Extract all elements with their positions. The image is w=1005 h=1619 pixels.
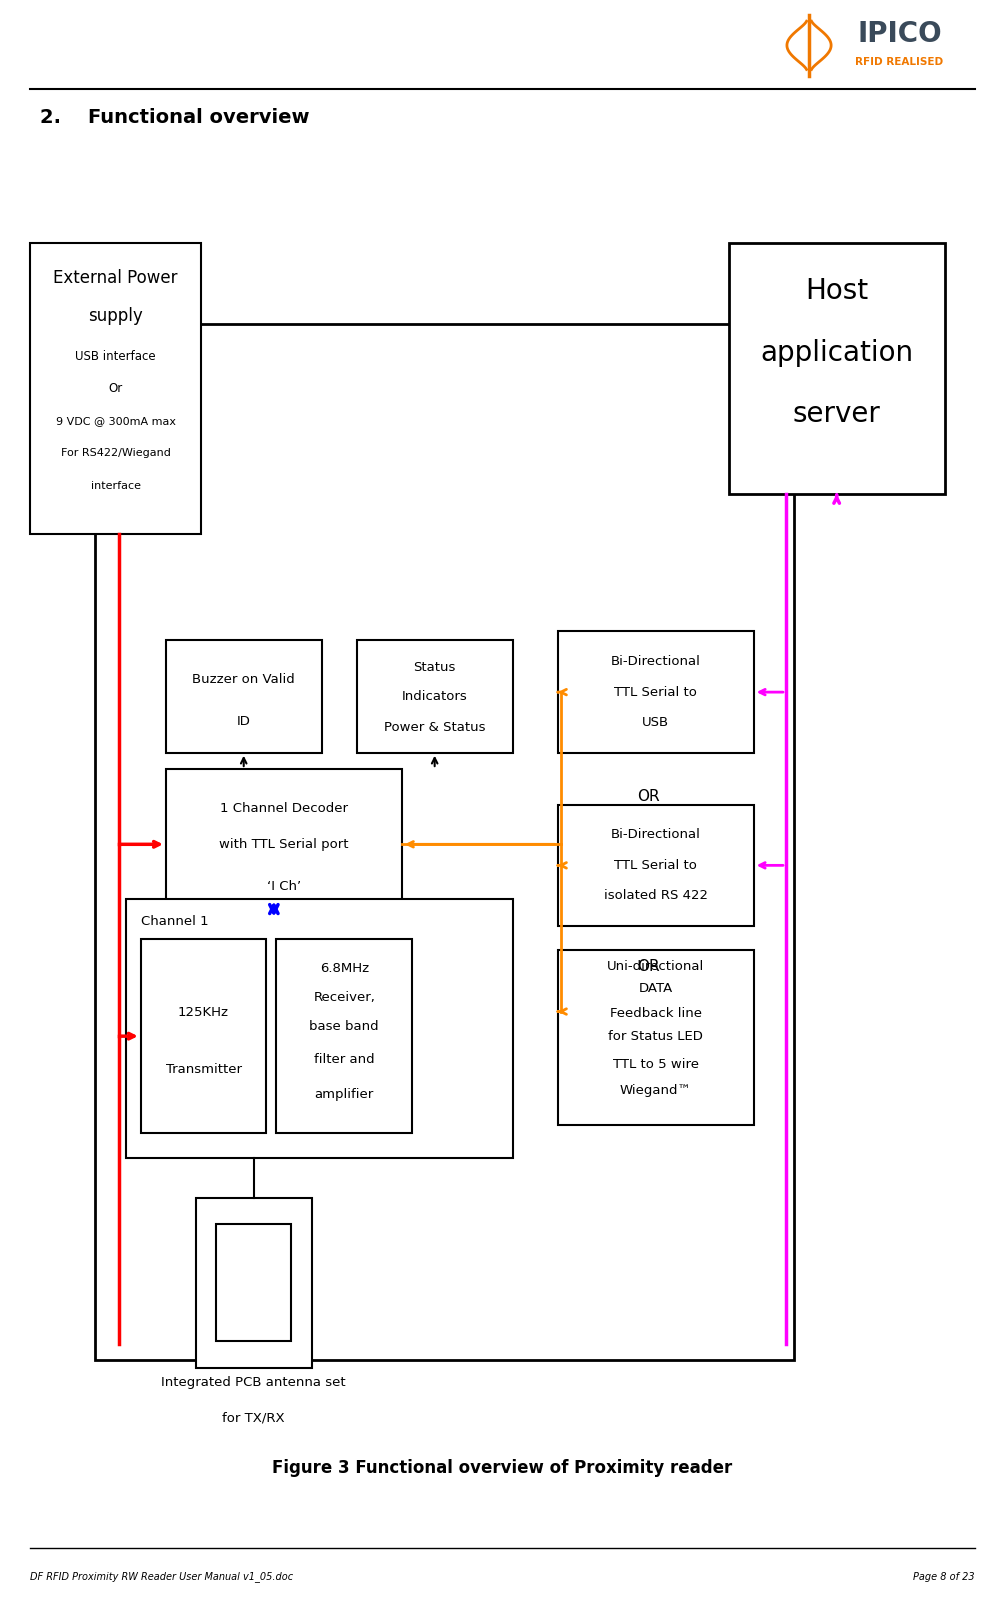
Text: amplifier: amplifier <box>315 1088 374 1101</box>
FancyBboxPatch shape <box>558 950 754 1125</box>
Text: 9 VDC @ 300mA max: 9 VDC @ 300mA max <box>55 416 176 426</box>
Text: filter and: filter and <box>314 1052 375 1065</box>
Text: DATA: DATA <box>638 983 673 996</box>
FancyBboxPatch shape <box>166 769 402 920</box>
Text: Buzzer on Valid: Buzzer on Valid <box>192 672 295 686</box>
Text: Bi-Directional: Bi-Directional <box>611 656 700 669</box>
Text: DF RFID Proximity RW Reader User Manual v1_05.doc: DF RFID Proximity RW Reader User Manual … <box>30 1572 293 1582</box>
Text: server: server <box>793 400 880 429</box>
Text: 2.    Functional overview: 2. Functional overview <box>40 108 310 128</box>
Text: Page 8 of 23: Page 8 of 23 <box>914 1572 975 1582</box>
Text: OR: OR <box>637 788 659 805</box>
Text: Host: Host <box>805 277 868 306</box>
FancyBboxPatch shape <box>357 640 513 753</box>
Text: Transmitter: Transmitter <box>166 1062 241 1075</box>
Text: isolated RS 422: isolated RS 422 <box>604 889 708 902</box>
Text: application: application <box>760 338 914 368</box>
Text: 125KHz: 125KHz <box>178 1007 229 1020</box>
FancyBboxPatch shape <box>141 939 266 1133</box>
Text: Figure 3 Functional overview of Proximity reader: Figure 3 Functional overview of Proximit… <box>272 1459 733 1478</box>
Text: RFID REALISED: RFID REALISED <box>855 57 944 66</box>
FancyBboxPatch shape <box>216 1224 291 1341</box>
FancyBboxPatch shape <box>166 640 322 753</box>
Text: for TX/RX: for TX/RX <box>222 1412 285 1425</box>
Text: 1 Channel Decoder: 1 Channel Decoder <box>220 801 348 814</box>
Text: External Power: External Power <box>53 269 178 288</box>
FancyBboxPatch shape <box>95 324 794 1360</box>
Text: IPICO: IPICO <box>857 19 942 49</box>
FancyBboxPatch shape <box>558 805 754 926</box>
Text: ID: ID <box>237 714 250 727</box>
Text: supply: supply <box>88 306 143 325</box>
Text: TTL Serial to: TTL Serial to <box>614 858 697 873</box>
Text: TTL Serial to: TTL Serial to <box>614 685 697 699</box>
Text: Indicators: Indicators <box>402 690 467 703</box>
Text: ‘I Ch’: ‘I Ch’ <box>267 881 300 894</box>
FancyBboxPatch shape <box>729 243 945 494</box>
Text: Status: Status <box>413 661 456 675</box>
Text: Wiegand™: Wiegand™ <box>620 1083 691 1096</box>
Text: base band: base band <box>310 1020 379 1033</box>
FancyBboxPatch shape <box>196 1198 312 1368</box>
Text: Receiver,: Receiver, <box>314 991 375 1004</box>
Text: For RS422/Wiegand: For RS422/Wiegand <box>60 448 171 458</box>
FancyBboxPatch shape <box>558 631 754 753</box>
Text: USB: USB <box>642 716 669 729</box>
FancyBboxPatch shape <box>126 899 513 1158</box>
Text: Channel 1: Channel 1 <box>141 915 208 928</box>
Text: Power & Status: Power & Status <box>384 722 485 735</box>
Text: OR: OR <box>637 958 659 975</box>
FancyBboxPatch shape <box>276 939 412 1133</box>
Text: Bi-Directional: Bi-Directional <box>611 829 700 842</box>
Text: TTL to 5 wire: TTL to 5 wire <box>613 1057 698 1070</box>
Text: with TTL Serial port: with TTL Serial port <box>219 837 349 852</box>
Text: USB interface: USB interface <box>75 350 156 363</box>
Text: Feedback line: Feedback line <box>610 1007 701 1020</box>
Text: interface: interface <box>90 481 141 491</box>
Text: 6.8MHz: 6.8MHz <box>320 962 369 975</box>
Text: for Status LED: for Status LED <box>608 1030 704 1043</box>
Text: Integrated PCB antenna set: Integrated PCB antenna set <box>162 1376 346 1389</box>
FancyBboxPatch shape <box>30 243 201 534</box>
Text: Uni-directional: Uni-directional <box>607 960 705 973</box>
Text: Or: Or <box>109 382 123 395</box>
